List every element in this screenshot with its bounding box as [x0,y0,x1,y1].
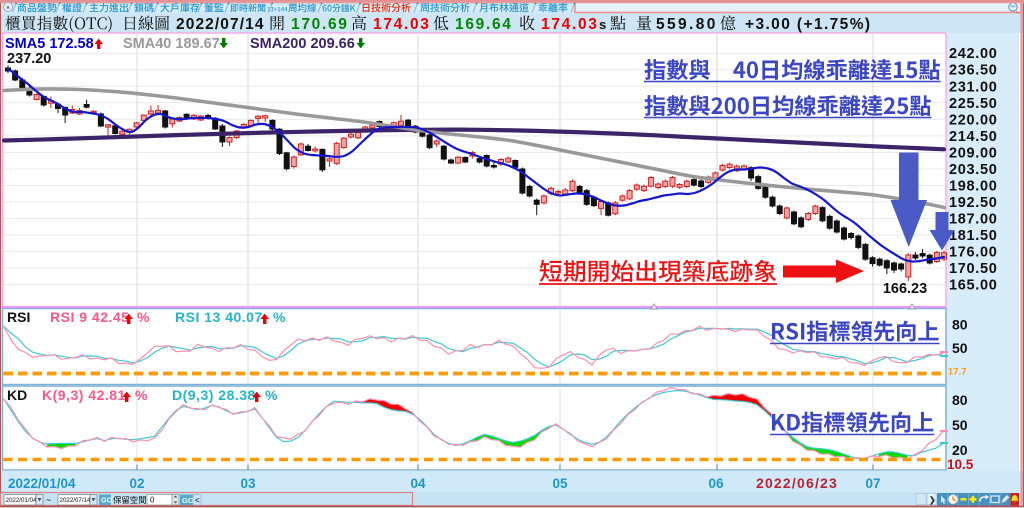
svg-text:~: ~ [46,495,51,505]
svg-text:05: 05 [552,476,568,491]
svg-text:174.03: 174.03 [373,16,431,33]
svg-text:242.00: 242.00 [949,46,998,62]
svg-text:D(9,3) 28.38: D(9,3) 28.38 [172,387,256,403]
svg-text:176.00: 176.00 [949,245,998,261]
svg-text:<: < [195,496,200,505]
svg-text:0: 0 [150,496,155,505]
svg-text:236.50: 236.50 [949,63,998,79]
svg-text:%: % [273,309,286,325]
svg-text:214.50: 214.50 [949,129,998,145]
svg-text:2022/06/23: 2022/06/23 [756,475,838,491]
svg-text:GO: GO [182,496,194,505]
svg-text:559.80: 559.80 [656,16,718,33]
svg-text:198.00: 198.00 [949,178,998,194]
svg-text:169.64: 169.64 [455,16,513,33]
svg-text:50: 50 [952,417,968,433]
svg-text:166.23: 166.23 [883,281,927,297]
svg-text:10.5: 10.5 [947,457,974,472]
svg-text:2022/01/04: 2022/01/04 [8,476,76,491]
svg-text:181.50: 181.50 [949,228,998,244]
svg-text:20: 20 [952,442,968,458]
svg-text:GO: GO [101,496,113,505]
svg-text:2022/07/14: 2022/07/14 [60,497,92,504]
svg-text:%: % [265,387,278,403]
svg-text:❯: ❯ [929,496,936,506]
svg-text:04: 04 [410,476,426,491]
svg-text:SMA5 172.58: SMA5 172.58 [5,36,94,52]
svg-text:220.00: 220.00 [949,112,998,128]
svg-text:RSI 9 42.45: RSI 9 42.45 [50,309,129,325]
svg-text:07: 07 [865,476,880,491]
svg-text:17.7: 17.7 [948,367,967,378]
svg-text:KD: KD [7,387,27,403]
svg-text:2022/07/14: 2022/07/14 [176,16,265,33]
svg-text:203.50: 203.50 [949,162,998,178]
svg-text:+3.00 (+1.75%): +3.00 (+1.75%) [745,16,871,33]
svg-text:80: 80 [952,392,968,408]
svg-text:02: 02 [129,476,144,491]
svg-text:231.00: 231.00 [949,79,998,95]
svg-text:80: 80 [952,317,968,333]
svg-text:209.00: 209.00 [949,145,998,161]
svg-text:50: 50 [952,340,968,356]
svg-text:SMA40 189.67: SMA40 189.67 [123,36,220,52]
svg-text:174.03: 174.03 [541,16,599,33]
svg-text:RSI 13 40.07: RSI 13 40.07 [175,309,263,325]
svg-text:170.69: 170.69 [291,16,349,33]
svg-text:SMA200 209.66: SMA200 209.66 [250,36,355,52]
svg-text:165.00: 165.00 [949,278,998,294]
svg-text:K(9,3) 42.81: K(9,3) 42.81 [42,387,126,403]
svg-text:%: % [135,387,148,403]
svg-text:%: % [137,309,150,325]
svg-text:RSI: RSI [7,309,30,325]
svg-text:237.20: 237.20 [7,51,51,67]
svg-text:03: 03 [240,476,256,491]
svg-text:192.50: 192.50 [949,195,998,211]
svg-text:s: s [599,17,606,32]
svg-text:170.50: 170.50 [949,261,998,277]
svg-text:225.50: 225.50 [949,96,998,112]
svg-text:2022/01/04: 2022/01/04 [6,497,38,504]
svg-text:06: 06 [708,476,724,491]
svg-text:187.00: 187.00 [949,212,998,228]
